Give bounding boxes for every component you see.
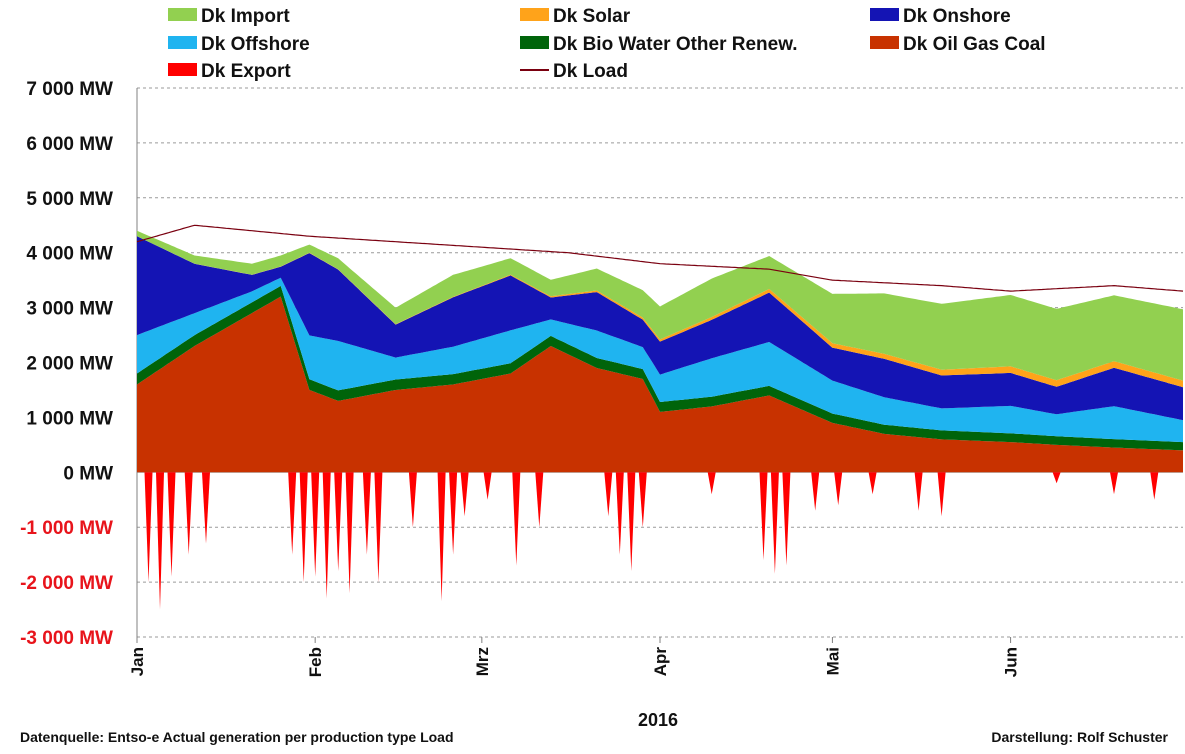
legend-swatch-dk-bio-water-other-renew: [520, 36, 549, 49]
legend-swatch-dk-solar: [520, 8, 549, 21]
source-note: Datenquelle: Entso-e Actual generation p…: [20, 729, 454, 745]
x-axis: Jan Feb Mrz Apr Mai Jun: [128, 637, 1021, 677]
x-tick-label: Jan: [128, 647, 147, 676]
y-tick-label: 0 MW: [63, 463, 113, 484]
export-spike: [759, 472, 768, 561]
x-tick-label: Feb: [306, 647, 325, 677]
legend-label-dk-solar: Dk Solar: [553, 6, 631, 27]
export-spike: [449, 472, 458, 555]
export-spike: [437, 472, 446, 602]
export-spike: [288, 472, 297, 555]
export-spike: [782, 472, 791, 566]
export-spike: [202, 472, 210, 544]
y-tick-label: 5 000 MW: [26, 189, 113, 210]
export-spike: [299, 472, 308, 583]
export-spike: [1052, 472, 1061, 484]
legend-label-dk-load: Dk Load: [553, 61, 628, 82]
export-spike: [322, 472, 331, 599]
export-spike: [167, 472, 176, 577]
area-dk-onshore: [137, 236, 1183, 421]
legend-label-dk-bio-water-other-renew: Dk Bio Water Other Renew.: [553, 34, 798, 55]
x-tick-label: Jun: [1002, 647, 1021, 677]
area-dk-offshore: [137, 277, 1183, 443]
legend-label-dk-import: Dk Import: [201, 6, 290, 27]
line-dk-load: [136, 224, 1184, 292]
export-spike: [604, 472, 613, 517]
export-spike: [834, 472, 843, 506]
y-tick-label: 1 000 MW: [26, 408, 113, 429]
export-spike: [914, 472, 923, 511]
export-spike: [460, 472, 469, 517]
export-spike: [184, 472, 193, 555]
y-tick-label: -2 000 MW: [20, 573, 113, 594]
legend-label-dk-oil-gas-coal: Dk Oil Gas Coal: [903, 34, 1046, 55]
export-spike: [156, 472, 164, 610]
y-tick-label: 2 000 MW: [26, 354, 113, 375]
export-spike: [1110, 472, 1118, 495]
export-spike: [811, 472, 820, 511]
y-tick-label: 6 000 MW: [26, 134, 113, 155]
export-spike: [311, 472, 320, 577]
y-tick-label: 4 000 MW: [26, 244, 113, 265]
export-spike: [535, 472, 544, 528]
export-spike: [707, 472, 716, 495]
legend-swatch-dk-export: [168, 63, 197, 76]
export-spike: [362, 472, 371, 555]
legend-label-dk-onshore: Dk Onshore: [903, 6, 1011, 27]
export-spike: [937, 472, 946, 517]
x-tick-label: Mrz: [473, 647, 492, 676]
export-spike: [868, 472, 877, 495]
legend-label-dk-export: Dk Export: [201, 61, 291, 82]
area-dk-oil-gas-coal: [137, 296, 1183, 473]
export-spike: [615, 472, 624, 555]
export-spike: [512, 472, 521, 566]
y-axis: 7 000 MW 6 000 MW 5 000 MW 4 000 MW 3 000 MW…: [20, 79, 113, 649]
export-spike: [144, 472, 153, 583]
export-spike: [345, 472, 354, 594]
legend-swatch-dk-onshore: [870, 8, 899, 21]
export-spike: [1150, 472, 1159, 500]
area-dk-import: [137, 230, 1183, 381]
export-spike: [770, 472, 779, 574]
x-tick-label: Apr: [651, 647, 670, 677]
x-axis-label: 2016: [638, 710, 678, 730]
chart-legend: Dk Import Dk Solar Dk Onshore Dk Offshore Dk…: [168, 6, 1046, 82]
legend-swatch-dk-offshore: [168, 36, 197, 49]
author-credit: Darstellung: Rolf Schuster: [991, 729, 1168, 745]
export-spike: [374, 472, 383, 583]
legend-swatch-dk-oil-gas-coal: [870, 36, 899, 49]
y-tick-label: -3 000 MW: [20, 628, 113, 649]
y-tick-label: 3 000 MW: [26, 299, 113, 320]
export-spike: [483, 472, 492, 500]
legend-swatch-dk-import: [168, 8, 197, 21]
export-spike: [408, 472, 417, 528]
export-spike: [334, 472, 343, 572]
chart-areas: [136, 224, 1184, 610]
export-spike: [627, 472, 636, 572]
export-spike: [638, 472, 647, 528]
y-tick-label: -1 000 MW: [20, 518, 113, 539]
x-tick-label: Mai: [823, 647, 842, 675]
y-tick-label: 7 000 MW: [26, 79, 113, 100]
legend-label-dk-offshore: Dk Offshore: [201, 34, 310, 55]
